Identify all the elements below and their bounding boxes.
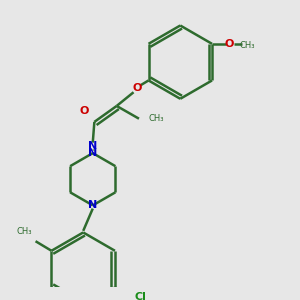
Text: Cl: Cl [134, 292, 146, 300]
Text: N: N [88, 200, 98, 210]
Text: CH₃: CH₃ [148, 114, 164, 123]
Text: CH₃: CH₃ [239, 41, 255, 50]
Text: N: N [88, 148, 98, 158]
Text: O: O [225, 39, 234, 49]
Text: CH₃: CH₃ [17, 227, 32, 236]
Text: N: N [88, 141, 98, 151]
Text: O: O [79, 106, 88, 116]
Text: O: O [133, 83, 142, 93]
